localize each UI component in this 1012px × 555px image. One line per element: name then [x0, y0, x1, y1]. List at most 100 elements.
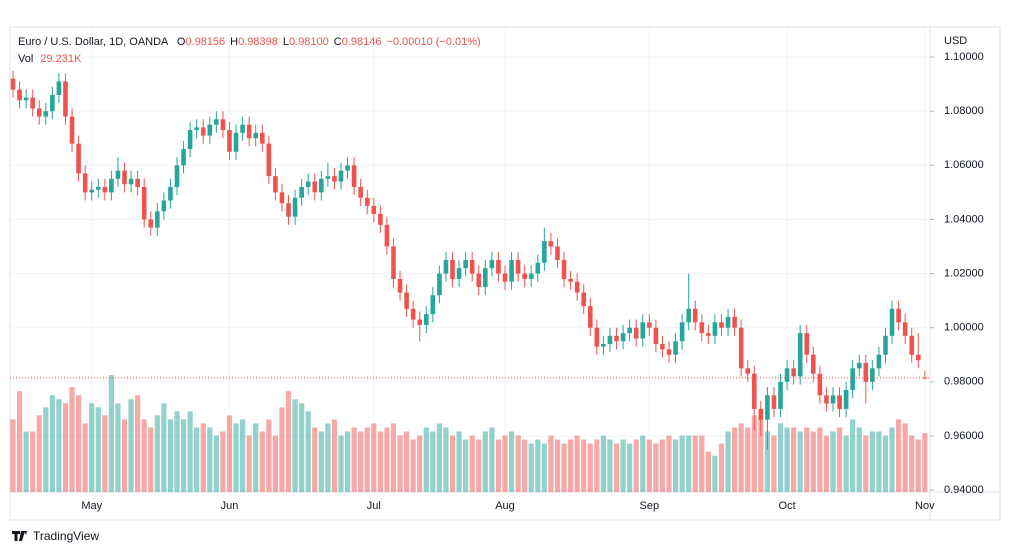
volume-bar	[863, 435, 869, 492]
candle-body	[738, 327, 744, 369]
candle-body	[240, 124, 245, 133]
ohlc-value: 0.98156	[185, 36, 225, 48]
volume-value: 29.231K	[40, 53, 82, 65]
volume-bar	[850, 419, 856, 492]
volume-bar	[640, 435, 646, 492]
volume-bar	[843, 435, 849, 492]
candle-body	[56, 81, 62, 95]
candle-body	[214, 119, 219, 125]
volume-bar	[587, 443, 593, 492]
candle-body	[870, 368, 875, 382]
candle-body	[89, 189, 95, 193]
candle-body	[856, 362, 862, 369]
volume-bar	[377, 431, 383, 492]
candle-body	[837, 395, 842, 409]
candle-body	[922, 377, 928, 379]
candle-body	[883, 335, 888, 355]
volume-bar	[148, 427, 154, 492]
volume-bar	[869, 431, 875, 492]
candle-body	[423, 314, 429, 326]
volume-bar	[417, 435, 423, 492]
volume-bar	[23, 431, 29, 492]
candle-body	[745, 368, 751, 374]
candle-body	[653, 327, 659, 344]
volume-bar	[259, 431, 265, 492]
candle-body	[82, 173, 88, 193]
volume-bar	[443, 427, 449, 492]
candle-body	[161, 200, 167, 212]
volume-bar	[522, 439, 528, 492]
volume-bar	[292, 399, 298, 492]
volume-bar	[633, 439, 639, 492]
candle-body	[76, 143, 81, 174]
volume-bar	[95, 407, 101, 492]
volume-bar	[561, 443, 567, 492]
volume-bar	[174, 411, 180, 492]
candle-body	[476, 273, 482, 288]
candle-body	[699, 322, 705, 334]
volume-bar	[528, 443, 534, 492]
volume-bar	[16, 391, 23, 492]
candle-body	[496, 260, 501, 274]
volume-bar	[915, 439, 921, 492]
ohlc-label: L	[283, 36, 289, 48]
volume-bar	[745, 427, 751, 492]
volume-bar	[456, 431, 462, 492]
y-tick-label: 0.96000	[944, 430, 984, 442]
candle-body	[319, 178, 324, 193]
candle-body	[10, 78, 16, 90]
volume-bar	[351, 427, 357, 492]
volume-bar	[574, 435, 580, 492]
volume-bar	[115, 403, 121, 492]
x-tick-label: Sep	[640, 500, 660, 512]
candle-body	[312, 181, 318, 193]
candle-body	[574, 281, 580, 293]
volume-bar	[397, 435, 403, 492]
volume-bar	[371, 423, 377, 492]
candle-body	[194, 127, 199, 131]
volume-bar	[712, 455, 718, 492]
volume-bar	[43, 407, 49, 492]
volume-bar	[213, 435, 219, 492]
volume-bar	[56, 399, 62, 492]
candle-body	[633, 327, 639, 339]
candle-body	[469, 260, 475, 274]
volume-bar	[902, 423, 908, 492]
volume-bar	[285, 391, 292, 492]
candle-body	[95, 186, 101, 190]
volume-bar	[253, 423, 259, 492]
logo: TradingView	[12, 529, 99, 543]
x-tick-label: Aug	[495, 500, 515, 512]
candle-body	[515, 260, 521, 274]
volume-bar	[535, 439, 541, 492]
candle-body	[115, 170, 121, 179]
volume-bar	[299, 403, 305, 492]
volume-bar	[495, 439, 502, 492]
volume-bar	[797, 431, 803, 492]
candle-body	[561, 260, 567, 279]
volume-bar	[89, 403, 95, 492]
volume-bar	[246, 435, 252, 492]
grid	[10, 27, 930, 492]
volume-bar	[62, 403, 69, 492]
candle-body	[548, 241, 554, 247]
candle-body	[371, 205, 377, 215]
candle-body	[305, 181, 311, 187]
candle-body	[273, 176, 278, 193]
volume-bar	[653, 443, 659, 492]
candle-body	[102, 186, 108, 193]
candle-body	[378, 214, 383, 225]
volume-bar	[220, 431, 226, 492]
volume-bar	[167, 419, 174, 492]
candle-body	[889, 308, 895, 336]
volume-bar	[404, 431, 410, 492]
candle-body	[358, 186, 363, 198]
volume-bar	[627, 443, 633, 492]
candle-body	[830, 395, 836, 404]
candle-body	[765, 395, 770, 420]
volume-bar	[600, 435, 606, 492]
legend: Euro / U.S. Dollar, 1D, OANDA O0.98156 H0…	[18, 36, 481, 48]
volume-bar	[771, 435, 777, 492]
x-tick-label: Jul	[367, 500, 381, 512]
volume-bar	[331, 419, 338, 492]
